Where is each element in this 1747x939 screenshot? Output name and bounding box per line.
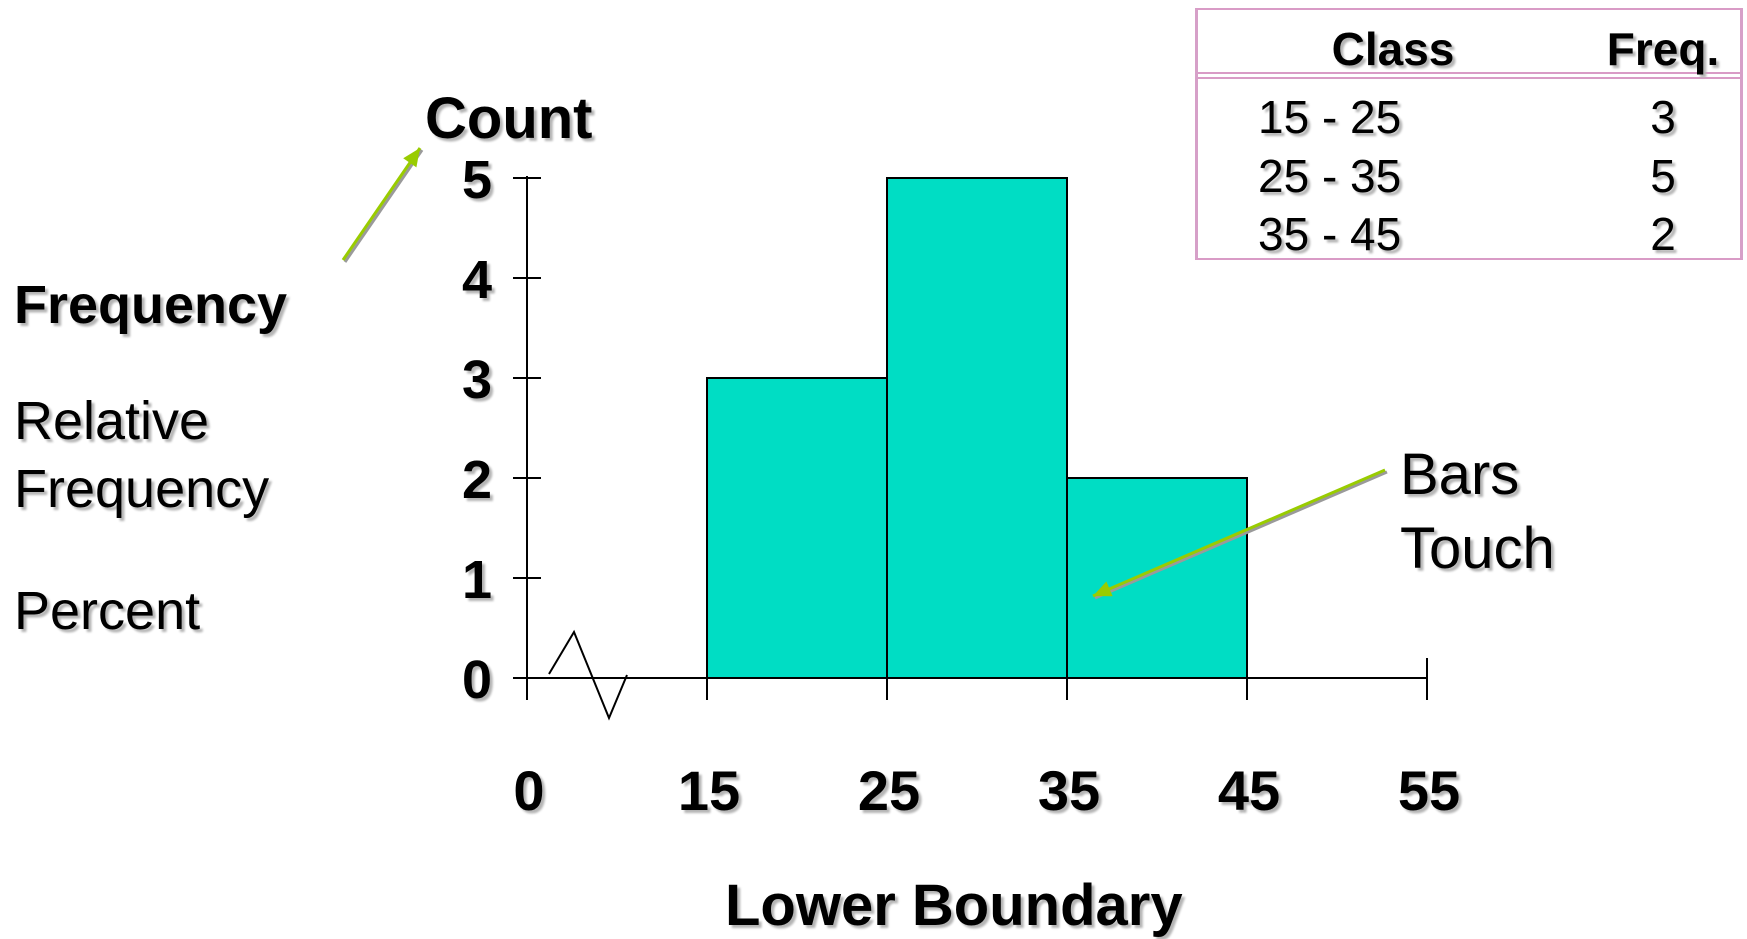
table-header-freq: Freq. xyxy=(1606,23,1720,75)
y-axis-label: Count xyxy=(425,86,593,151)
table-header-divider xyxy=(1198,72,1740,74)
y-tick-label: 5 xyxy=(462,150,492,210)
axis-break-icon xyxy=(548,629,628,721)
relative-frequency-label: Relative Frequency xyxy=(14,391,270,519)
frequency-label: Frequency xyxy=(14,275,288,335)
x-tick-label: 55 xyxy=(1398,759,1460,822)
bars-annotation-line2: Touch xyxy=(1400,516,1555,582)
table-cell-freq: 2 xyxy=(1650,208,1676,260)
bars-group xyxy=(706,177,1248,679)
table-cell-class: 25 - 35 xyxy=(1258,150,1402,202)
x-tick-label: 25 xyxy=(858,759,920,822)
arrows-group xyxy=(341,147,1388,600)
bars-touch-annotation: Bars Touch xyxy=(1400,438,1555,586)
table-cell-freq: 5 xyxy=(1650,150,1676,202)
y-tick-label: 2 xyxy=(462,450,492,510)
y-tick-label: 0 xyxy=(462,650,492,710)
y-tick-label: 3 xyxy=(462,350,492,410)
bars-annotation-line1: Bars xyxy=(1400,442,1520,507)
x-tick-label: 0 xyxy=(513,759,544,822)
arrow-to-bars-icon xyxy=(1092,468,1388,600)
frequency-table: Class Freq. 15 - 25 3 25 - 35 5 35 - 45 … xyxy=(1195,8,1743,260)
table-cell-class: 35 - 45 xyxy=(1258,208,1402,260)
x-axis-label: Lower Boundary xyxy=(725,873,1183,938)
histogram-bar xyxy=(706,377,888,679)
arrow-to-count-icon xyxy=(341,147,424,263)
x-tick-label: 15 xyxy=(678,759,740,822)
percent-label: Percent xyxy=(14,581,201,641)
x-tick-label: 45 xyxy=(1218,759,1280,822)
table-cell-class: 15 - 25 xyxy=(1258,91,1402,143)
axes-group xyxy=(526,176,1427,721)
x-tick-label: 35 xyxy=(1038,759,1100,822)
table-header-divider xyxy=(1198,77,1740,79)
histogram-bar xyxy=(886,177,1068,679)
histogram-bar xyxy=(1066,477,1248,679)
table-header-class: Class xyxy=(1331,23,1455,75)
y-tick-label: 4 xyxy=(462,250,492,310)
table-cell-freq: 3 xyxy=(1650,91,1676,143)
y-tick-label: 1 xyxy=(462,550,492,610)
